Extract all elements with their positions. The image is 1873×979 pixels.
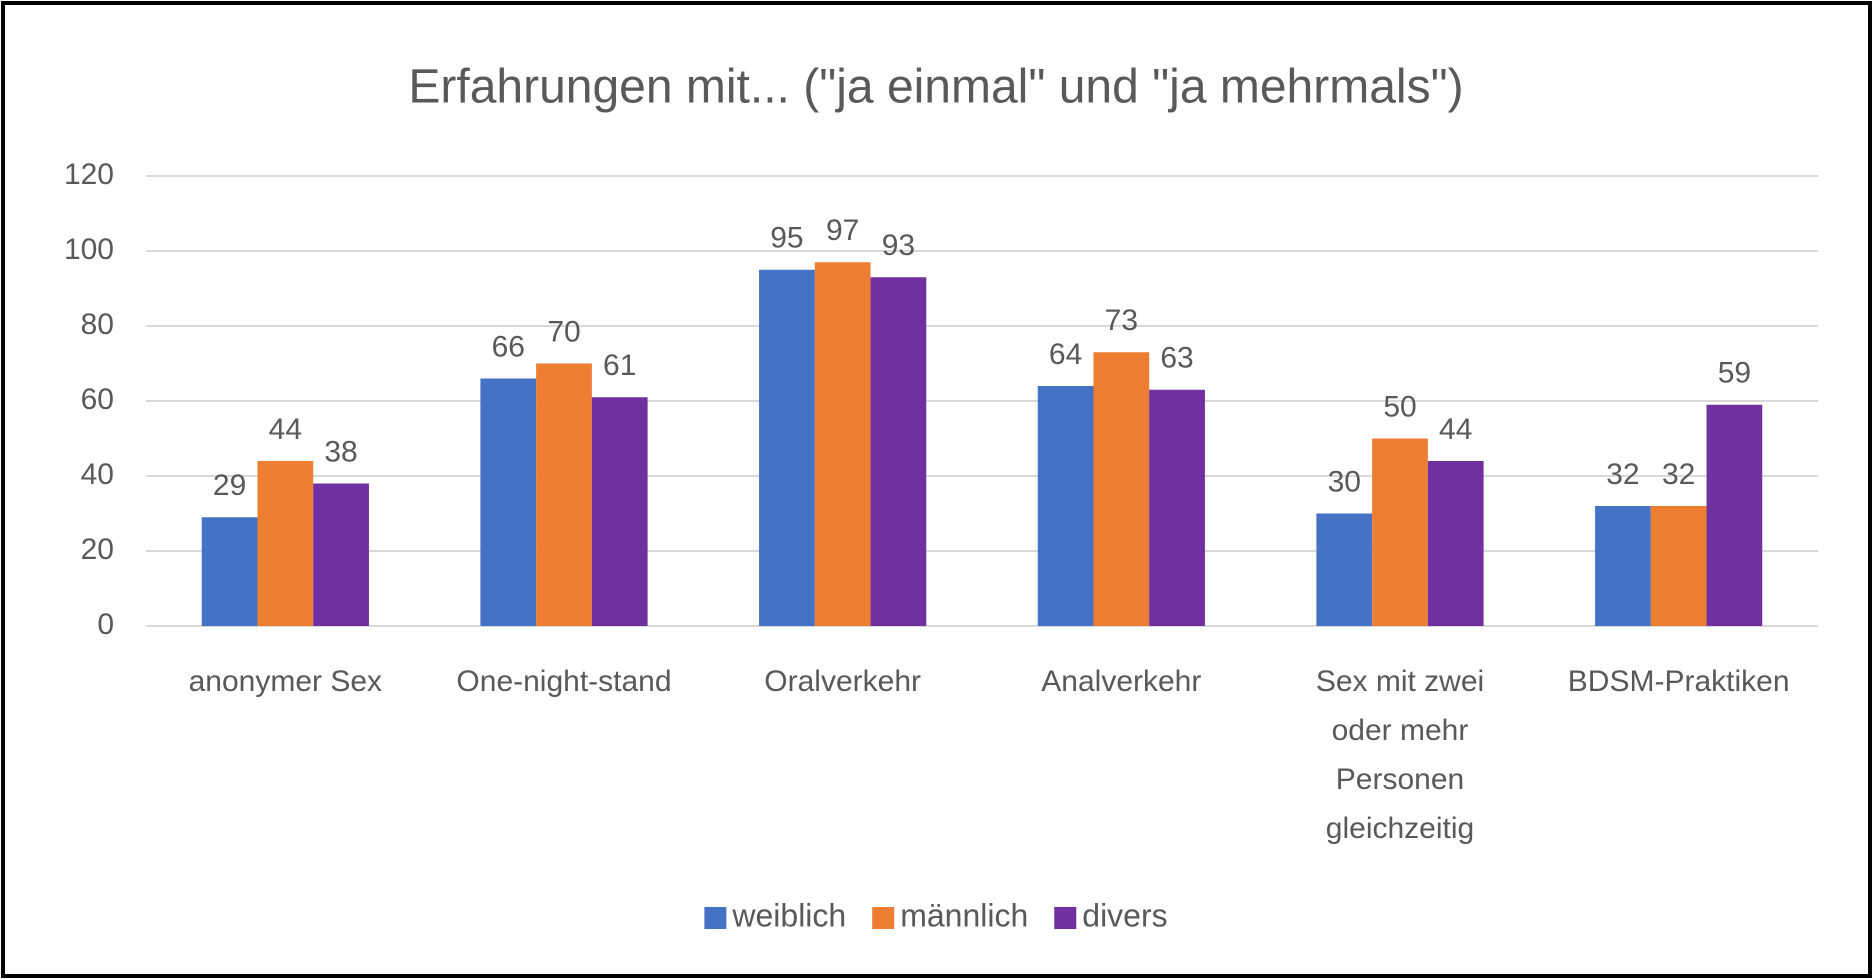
data-label: 97 [826, 214, 859, 247]
y-tick-label: 60 [81, 383, 114, 416]
legend-label: männlich [900, 897, 1028, 933]
y-tick-label: 100 [64, 233, 114, 266]
bar [1650, 506, 1707, 626]
y-tick-label: 20 [81, 533, 114, 566]
bar [870, 277, 927, 626]
x-tick-label: anonymer Sex [188, 665, 383, 698]
x-tick-label: BDSM-Praktiken [1567, 665, 1790, 698]
x-tick-label: One-night-stand [456, 665, 672, 698]
legend-label: weiblich [731, 897, 846, 933]
bar [1316, 513, 1373, 626]
data-label: 29 [213, 469, 246, 502]
bar [257, 461, 314, 626]
data-label: 44 [269, 413, 302, 446]
data-label: 44 [1439, 413, 1472, 446]
data-label: 64 [1049, 338, 1082, 371]
bar [1037, 386, 1094, 626]
legend-swatch [704, 907, 727, 929]
y-tick-label: 40 [81, 458, 114, 491]
data-label: 93 [882, 229, 915, 262]
bar [1595, 506, 1651, 626]
bar [480, 378, 537, 626]
chart-title: Erfahrungen mit... ("ja einmal" und "ja … [408, 61, 1463, 114]
bar [313, 483, 369, 626]
data-label: 63 [1160, 342, 1193, 375]
bar [591, 397, 648, 626]
bar [201, 517, 258, 626]
bar [536, 363, 592, 626]
data-label: 95 [770, 222, 803, 255]
data-label: 70 [547, 315, 580, 348]
legend-swatch [1054, 907, 1077, 929]
bar [759, 269, 815, 626]
x-tick-label: Sex mit zwei oder mehr Personen gleichze… [1315, 665, 1485, 845]
bar [1149, 389, 1205, 626]
data-label: 38 [324, 435, 357, 468]
x-tick-label: Oralverkehr [764, 665, 922, 698]
data-label: 30 [1328, 465, 1361, 498]
data-label: 32 [1662, 458, 1695, 491]
bar [1093, 352, 1150, 626]
y-tick-label: 120 [64, 158, 114, 191]
data-label: 61 [603, 349, 636, 382]
y-tick-label: 80 [81, 308, 114, 341]
y-tick-label: 0 [97, 608, 114, 641]
x-tick-label: Analverkehr [1041, 665, 1202, 698]
data-label: 59 [1718, 357, 1751, 390]
bar [1372, 438, 1428, 626]
legend-swatch [872, 907, 895, 929]
bar [814, 262, 871, 626]
legend-label: divers [1082, 897, 1167, 933]
data-label: 73 [1105, 304, 1138, 337]
data-label: 50 [1383, 390, 1416, 423]
data-label: 66 [492, 330, 525, 363]
bar [1427, 461, 1484, 626]
data-label: 32 [1606, 458, 1639, 491]
bar [1706, 404, 1763, 626]
